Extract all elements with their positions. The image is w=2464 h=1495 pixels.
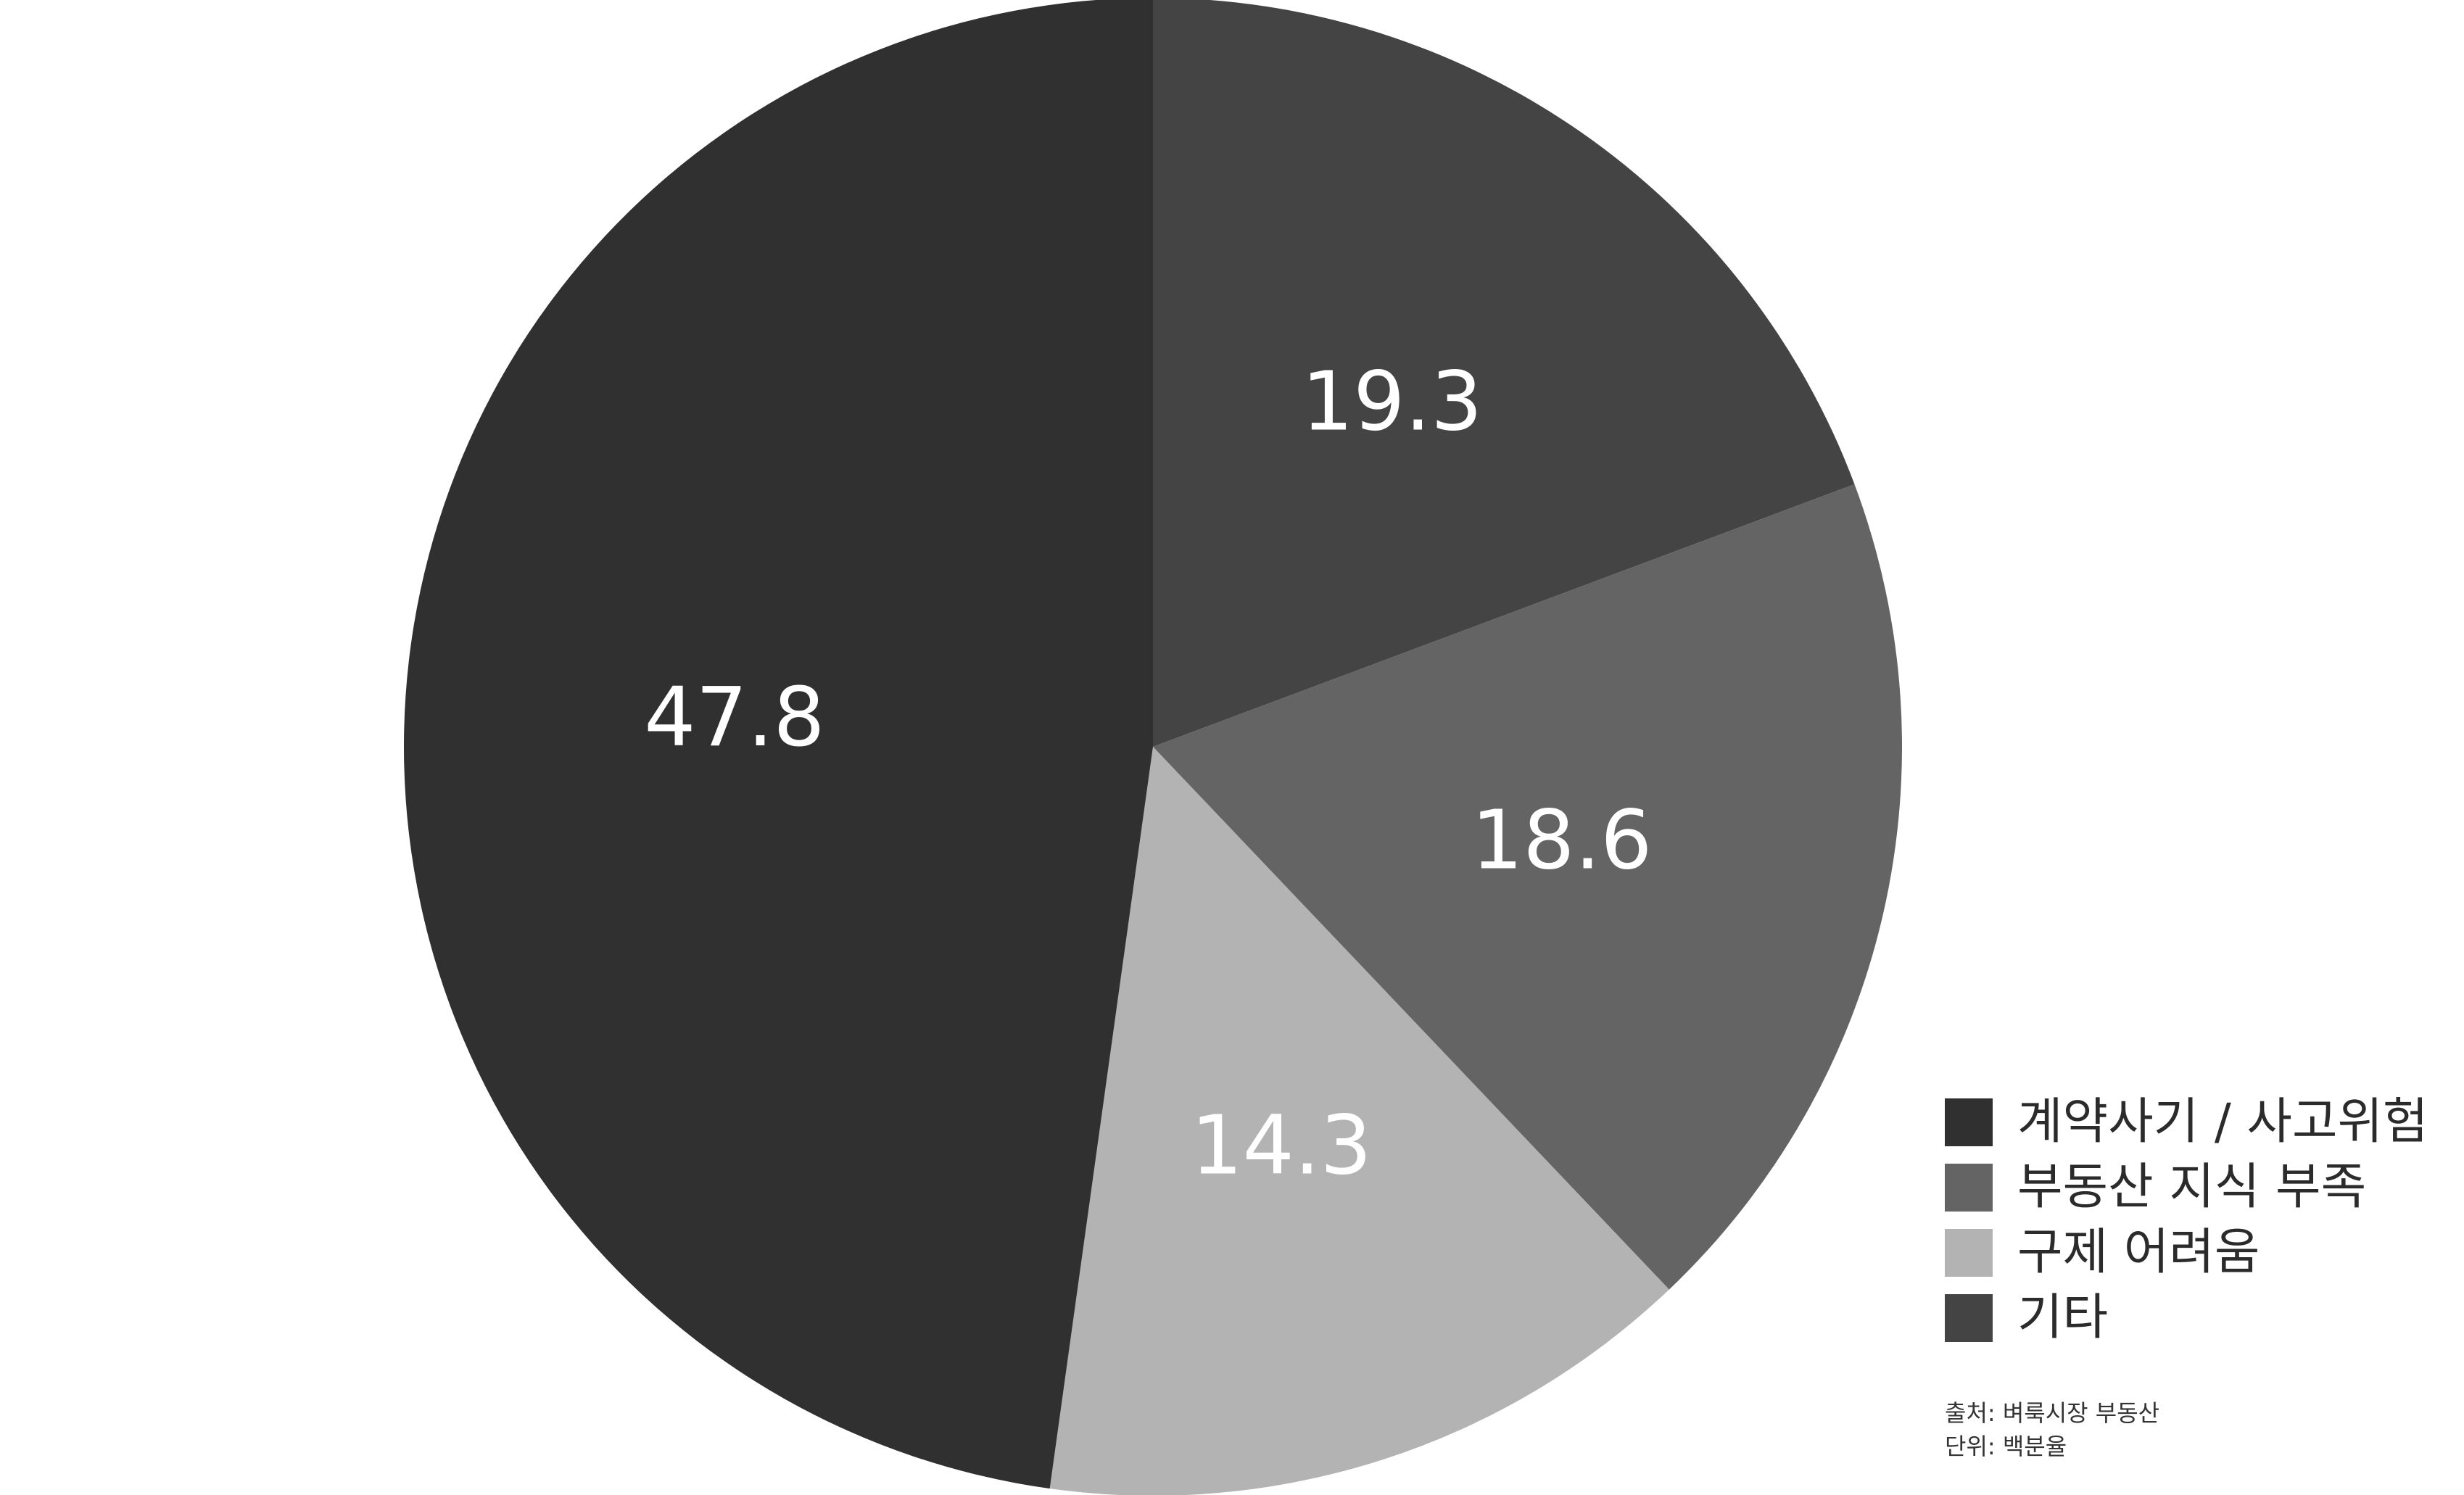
pie-slice-4[interactable] — [404, 0, 1153, 1489]
source-note: 출처: 벼룩시장 부동산 — [1945, 1399, 2160, 1427]
legend-item-contract-fraud[interactable]: 계약사기 / 사고위험 — [1945, 1096, 2428, 1148]
legend-item-hard-to-remedy[interactable]: 구제 어려움 — [1945, 1227, 2428, 1279]
unit-note: 단위: 백분율 — [1945, 1433, 2067, 1460]
slice-value-label-1: 19.3 — [1302, 355, 1482, 450]
legend-label: 계약사기 / 사고위험 — [2017, 1093, 2428, 1151]
legend-label: 구제 어려움 — [2017, 1224, 2260, 1281]
legend-swatch — [1945, 1229, 1993, 1277]
legend-swatch — [1945, 1294, 1993, 1342]
legend-item-lack-of-knowledge[interactable]: 부동산 지식 부족 — [1945, 1161, 2428, 1214]
legend-swatch — [1945, 1164, 1993, 1212]
legend-label: 기타 — [2017, 1289, 2109, 1346]
pie-value-labels: 19.3 18.6 14.3 47.8 — [644, 355, 1652, 1193]
legend: 계약사기 / 사고위험 부동산 지식 부족 구제 어려움 기타 — [1945, 1096, 2428, 1357]
legend-label: 부동산 지식 부족 — [2017, 1159, 2367, 1216]
pie-slices — [404, 0, 1902, 1495]
pie-slice-1[interactable] — [1153, 0, 1855, 747]
legend-item-other[interactable]: 기타 — [1945, 1292, 2428, 1344]
slice-value-label-2: 18.6 — [1471, 794, 1652, 888]
legend-swatch — [1945, 1098, 1993, 1146]
slice-value-label-4: 47.8 — [644, 671, 824, 765]
slice-value-label-3: 14.3 — [1191, 1099, 1371, 1193]
chart-notes: 출처: 벼룩시장 부동산 단위: 백분율 — [1945, 1396, 2159, 1463]
pie-slice-3[interactable] — [1049, 747, 1669, 1495]
pie-slice-2[interactable] — [1153, 484, 1902, 1290]
